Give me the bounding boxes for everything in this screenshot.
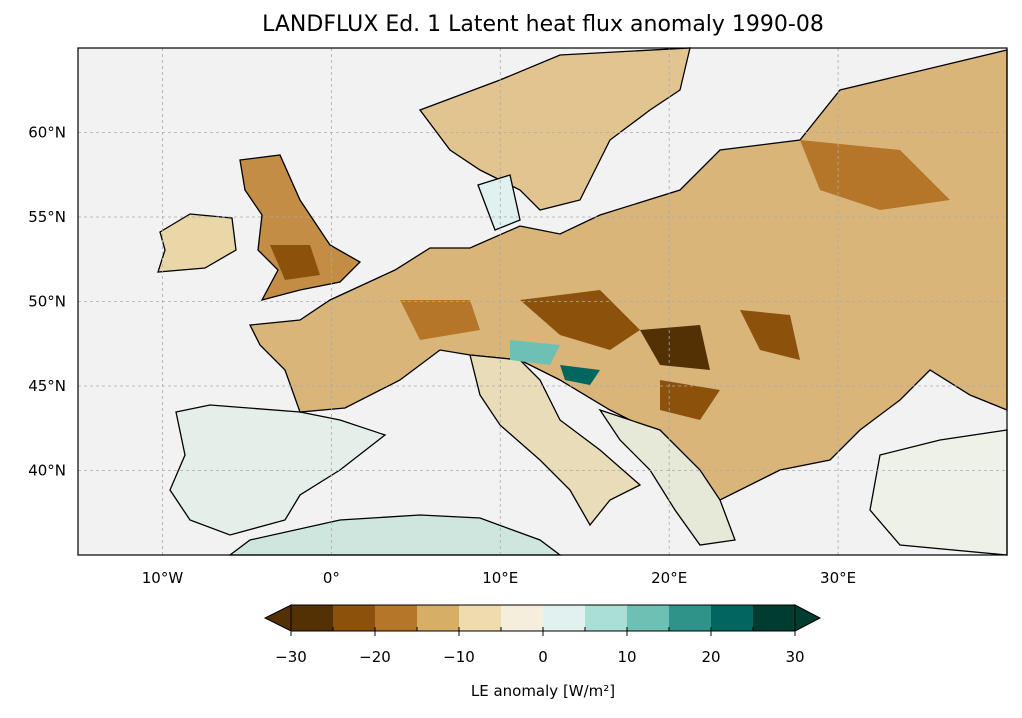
colorbar-bin (711, 605, 754, 631)
colorbar-bin (459, 605, 502, 631)
lon-tick-label: 10°E (482, 569, 518, 587)
lat-tick-label: 55°N (28, 208, 66, 226)
colorbar-tick-label: −30 (275, 648, 307, 666)
colorbar-bin (669, 605, 712, 631)
lon-tick-label: 30°E (820, 569, 856, 587)
colorbar-label: LE anomaly [W/m²] (471, 682, 615, 700)
colorbar-bin (333, 605, 376, 631)
colorbar-bin (417, 605, 460, 631)
map-title: LANDFLUX Ed. 1 Latent heat flux anomaly … (262, 12, 824, 37)
colorbar-tick-label: 0 (538, 648, 548, 666)
lat-tick-label: 40°N (28, 462, 66, 480)
colorbar-bin (753, 605, 796, 631)
colorbar-tick-label: −20 (359, 648, 391, 666)
lon-tick-label: 20°E (651, 569, 687, 587)
lat-tick-label: 50°N (28, 293, 66, 311)
lat-tick-label: 60°N (28, 124, 66, 142)
map-axes: 10°W 0° 10°E 20°E 30°E 60°N 55°N 50°N 45°N 40°N (28, 47, 1008, 588)
colorbar-bin (543, 605, 586, 631)
gridlines (78, 48, 1007, 555)
colorbar-tick-label: 10 (617, 648, 636, 666)
lat-tick-label: 45°N (28, 377, 66, 395)
axis-ticks: 10°W 0° 10°E 20°E 30°E 60°N 55°N 50°N 45°N 40°N (28, 124, 856, 588)
colorbar-bin (291, 605, 334, 631)
colorbar-tick-label: −10 (443, 648, 475, 666)
colorbar-bin (375, 605, 418, 631)
colorbar-tick-label: 20 (701, 648, 720, 666)
colorbar-bin (627, 605, 670, 631)
colorbar-tick-label: 30 (785, 648, 804, 666)
colorbar-extend-max (794, 604, 822, 632)
colorbar-bin (501, 605, 544, 631)
colorbar-bin (585, 605, 628, 631)
colorbar: −30 −20 −10 0 10 20 30 LE anomaly [W/m²] (263, 604, 822, 700)
colorbar-extend-min (263, 604, 292, 632)
lon-tick-label: 0° (323, 569, 340, 587)
map-frame (77, 47, 1008, 556)
land-anomaly-field (157, 47, 1008, 556)
lon-tick-label: 10°W (142, 569, 184, 587)
